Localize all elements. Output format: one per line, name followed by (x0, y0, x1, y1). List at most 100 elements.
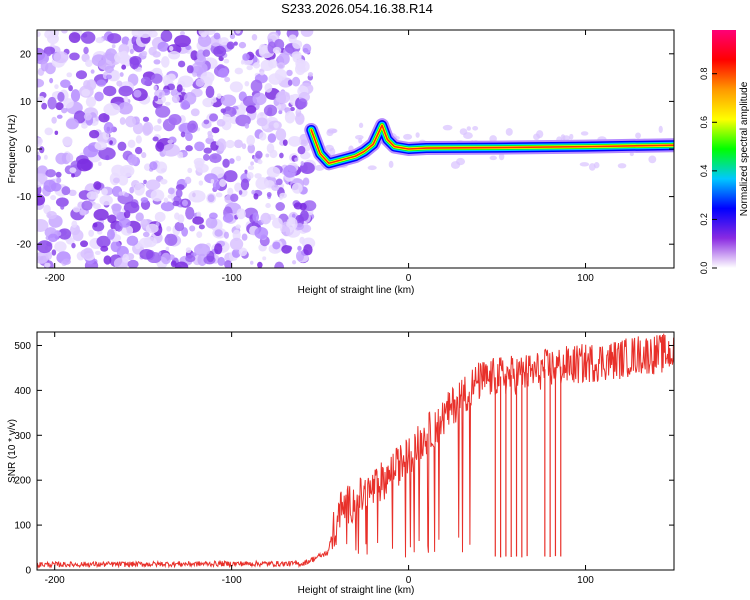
noise-blob (118, 102, 133, 115)
noise-blob (266, 166, 281, 178)
snr-x-label: Height of straight line (km) (298, 585, 415, 596)
noise-blob (229, 237, 244, 251)
noise-blob (93, 208, 109, 221)
noise-blob (192, 72, 198, 78)
colorbar-tick-label: 0.0 (699, 262, 709, 275)
noise-blob (62, 258, 71, 265)
noise-blob (83, 79, 91, 89)
noise-blob (185, 132, 193, 142)
noise-blob (213, 45, 227, 58)
noise-blob (204, 173, 218, 184)
noise-blob (442, 124, 453, 131)
noise-blob (588, 163, 596, 171)
colorbar-tick-label: 0.4 (699, 165, 709, 178)
noise-blob (54, 241, 67, 253)
noise-blob (37, 240, 53, 254)
snr-y-ticks: 0 100 200 300 400 500 (14, 341, 674, 577)
noise-blob (240, 178, 250, 191)
x-tick-label: 100 (577, 273, 594, 284)
noise-blob (118, 218, 131, 228)
noise-blob (119, 50, 129, 60)
noise-blob (135, 135, 142, 144)
noise-blob (94, 141, 108, 151)
snr-frame (36, 331, 675, 571)
noise-blob (153, 124, 162, 132)
noise-blob (92, 203, 102, 210)
noise-blob (303, 244, 313, 256)
noise-blob (225, 139, 235, 149)
noise-blob (154, 211, 166, 223)
noise-blob (92, 222, 98, 228)
noise-blob (244, 80, 250, 87)
noise-blob (291, 51, 302, 60)
noise-blob (358, 122, 364, 129)
noise-blob (223, 58, 230, 64)
noise-blob (229, 81, 243, 93)
noise-blob (71, 220, 78, 228)
noise-blob (80, 31, 96, 44)
noise-blob (72, 206, 81, 213)
noise-blob (60, 205, 65, 210)
y-tick-label: 20 (20, 49, 32, 60)
noise-blob (37, 78, 45, 88)
noise-blob (37, 194, 46, 206)
noise-blob (141, 50, 148, 57)
noise-blob (244, 169, 248, 174)
noise-blob (241, 233, 248, 241)
noise-blob (252, 62, 261, 69)
noise-blob (134, 146, 143, 155)
noise-blob (247, 143, 256, 154)
noise-blob (181, 199, 188, 207)
noise-blob (266, 192, 272, 198)
noise-blob (217, 256, 226, 266)
noise-blob (55, 171, 62, 178)
noise-blob (233, 41, 238, 46)
noise-blob (174, 261, 189, 268)
noise-blob (182, 152, 188, 157)
noise-blob (286, 245, 293, 251)
noise-blob (46, 211, 57, 220)
noise-blob (235, 224, 241, 229)
noise-blob (505, 128, 513, 136)
noise-blob (61, 186, 71, 196)
noise-blob (152, 51, 161, 58)
y-tick-label: -10 (17, 192, 32, 203)
noise-blob (171, 94, 180, 104)
noise-blob (155, 161, 168, 174)
noise-blob (162, 143, 180, 157)
noise-blob (272, 217, 283, 229)
noise-blob (41, 102, 48, 110)
noise-blob (251, 189, 256, 195)
noise-blob (94, 91, 104, 102)
noise-blob (163, 197, 169, 203)
noise-blob (297, 145, 306, 155)
noise-blob (129, 48, 134, 54)
noise-blob (222, 158, 230, 168)
noise-blob (197, 253, 208, 266)
noise-blob (76, 158, 92, 172)
noise-blob (252, 212, 260, 222)
noise-blob (58, 228, 72, 240)
noise-blob (83, 112, 92, 121)
noise-blob (79, 208, 87, 216)
noise-blob (44, 30, 54, 39)
noise-blob (246, 135, 256, 146)
noise-blob (103, 121, 114, 134)
noise-blob (46, 49, 52, 57)
noise-blob (300, 30, 314, 37)
noise-blob (236, 208, 246, 220)
noise-blob (207, 134, 214, 139)
noise-blob (302, 177, 310, 186)
noise-blob (70, 89, 81, 102)
noise-blob (129, 55, 142, 66)
noise-blob (179, 31, 185, 36)
noise-blob (197, 34, 212, 47)
noise-blob (125, 115, 136, 128)
noise-blob (135, 212, 144, 222)
noise-blob (45, 169, 57, 178)
noise-blob (37, 155, 41, 161)
noise-blob (205, 85, 215, 99)
noise-blob (648, 155, 657, 164)
noise-blob (99, 195, 113, 206)
